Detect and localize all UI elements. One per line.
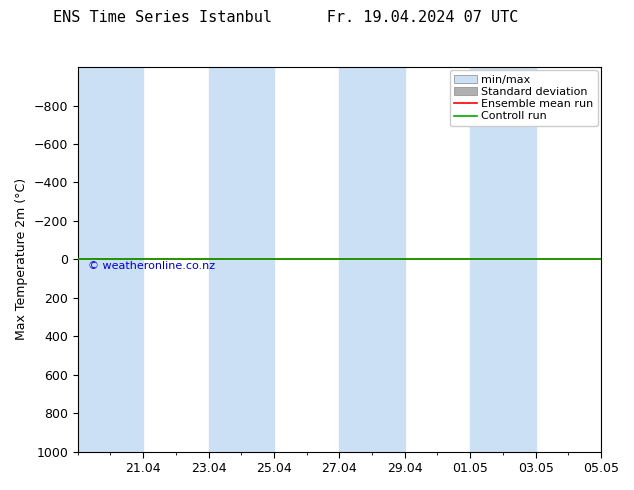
- Bar: [339, 67, 404, 452]
- Y-axis label: Max Temperature 2m (°C): Max Temperature 2m (°C): [15, 178, 28, 341]
- Text: © weatheronline.co.nz: © weatheronline.co.nz: [88, 261, 216, 271]
- Bar: [78, 67, 143, 452]
- Legend: min/max, Standard deviation, Ensemble mean run, Controll run: min/max, Standard deviation, Ensemble me…: [450, 71, 598, 126]
- Bar: [470, 67, 536, 452]
- Bar: [209, 67, 274, 452]
- Bar: [601, 67, 634, 452]
- Text: ENS Time Series Istanbul      Fr. 19.04.2024 07 UTC: ENS Time Series Istanbul Fr. 19.04.2024 …: [53, 10, 518, 25]
